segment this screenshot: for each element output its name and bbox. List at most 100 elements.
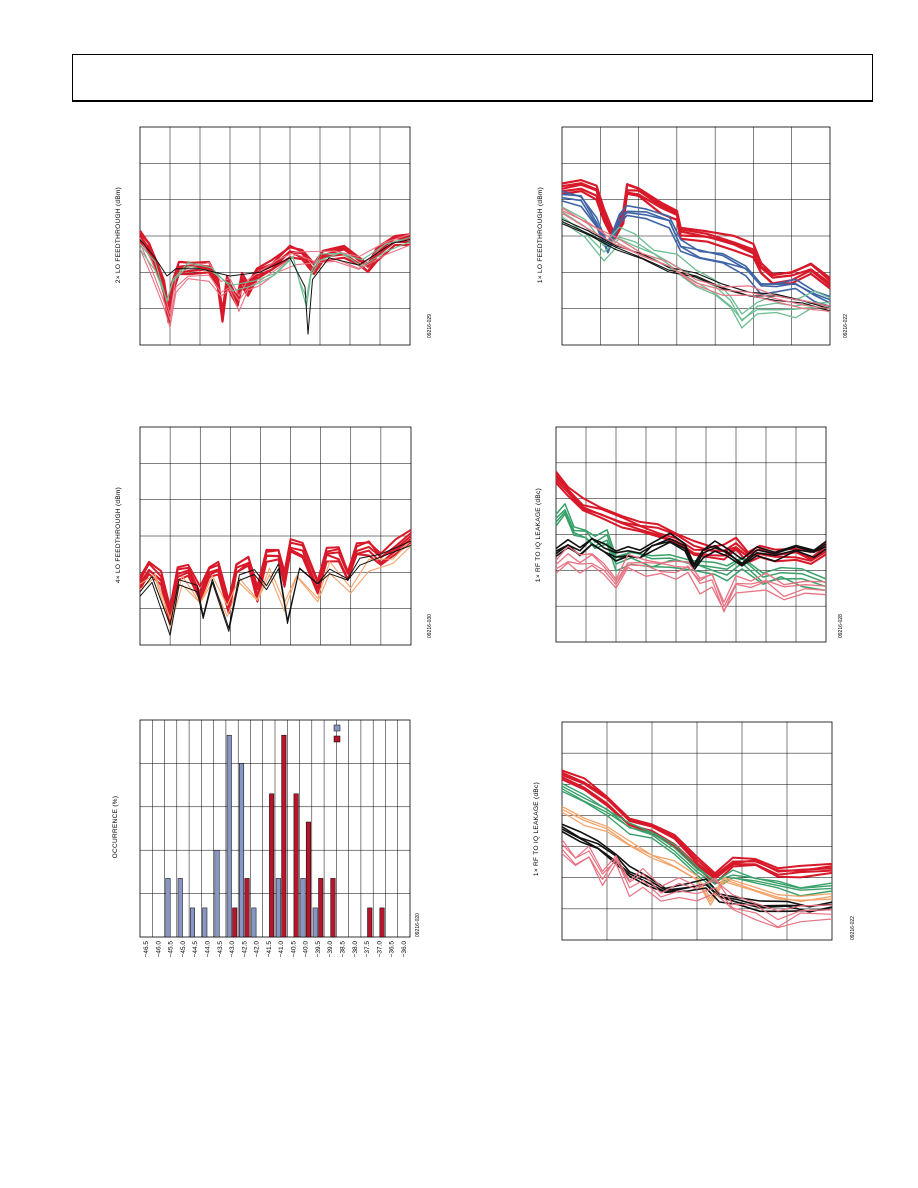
series-line-green [555,503,827,580]
figure-id: 09216-029 [427,314,433,338]
series-line-pink [139,244,411,329]
series-line-red [561,178,831,279]
bar-bar_blue [214,849,220,938]
chart-2x-lo-feedthrough: 2× LO FEEDTHROUGH (dBm) 09216-029 [102,120,442,360]
series-line-pink [555,562,827,611]
series-line-black [139,540,412,629]
x-tick-label: −39.0 [327,941,334,958]
series-line-light_green [561,220,831,329]
x-tick-label: −46.5 [143,941,150,958]
series-line-red [139,235,411,319]
series-line-green [561,782,833,889]
y-axis-label: 1× LO FEEDTHROUGH (dBm) [537,187,544,283]
x-tick-label: −40.5 [290,941,297,958]
figure-id: 09216-030 [427,614,433,638]
y-axis-label: 1× RF TO IQ LEAKAGE (dBc) [533,782,540,876]
series-line-pink [555,561,827,613]
chart-occurrence-histogram-svg: OCCURRENCE (%) −46.5 −46.0 −45.5 −45.0 −44.5… [112,719,421,958]
series-line-pink [561,848,833,928]
bar-bar_red [232,907,238,938]
series-line-pink [139,233,411,315]
series-line-pink [561,207,831,307]
bar-bar_red [367,907,373,938]
bar-bar_red [281,734,287,938]
figure-id: 09216-028 [838,614,844,638]
series-line-pink [561,212,831,312]
x-tick-label: −37.0 [376,941,383,958]
series-line-black [561,823,833,908]
x-tick-label: −43.5 [217,941,224,958]
series-line-red [561,769,833,875]
series-line-green [561,788,833,891]
bar-bar_blue [177,878,183,938]
chart-2x-lo-feedthrough-svg: 2× LO FEEDTHROUGH (dBm) 09216-029 [115,126,433,346]
series-line-orange [139,545,412,628]
chart-1x-rf-to-iq-leakage-b: 1× RF TO IQ LEAKAGE (dBc) 09216-022 [524,714,864,954]
series-line-black [561,218,831,308]
series-line-light_green [139,241,411,308]
series-line-red [139,535,412,619]
x-tick-label: −36.0 [401,941,408,958]
series-line-green [555,509,827,584]
series-line-red [139,529,412,609]
bar-bar_blue [165,878,171,938]
page-header-frame [72,54,873,102]
figure-id: 09216-022 [843,314,849,338]
chart-1x-rf-to-iq-leakage-b-svg: 1× RF TO IQ LEAKAGE (dBc) 09216-022 [533,721,856,941]
series-line-pink [561,843,833,921]
x-tick-label: −44.0 [205,941,212,958]
y-axis-label: 2× LO FEEDTHROUGH (dBm) [115,187,122,283]
y-axis-label: OCCURRENCE (%) [112,796,119,859]
x-tick-label: −39.5 [315,941,322,958]
chart-4x-lo-feedthrough: 4× LO FEEDTHROUGH (dBm) 09216-030 [102,420,442,660]
bar-bar_red [293,793,299,938]
x-tick-label: −40.0 [303,941,310,958]
series-line-blue [561,190,831,298]
series-line-black [555,540,827,571]
series-line-black [139,544,412,636]
x-tick-label: −43.0 [229,941,236,958]
bar-bar_blue [251,907,257,938]
x-tick-label: −42.5 [241,941,248,958]
x-tick-label: −44.5 [192,941,199,958]
series-line-pink [561,839,833,912]
bar-bar_red [244,878,250,938]
series-line-black [139,239,411,335]
x-tick-label: −42.0 [254,941,261,958]
series-line-orange [139,540,412,620]
series-line-pink [139,239,411,321]
x-tick-label: −45.5 [168,941,175,958]
series-line-pink [555,553,827,608]
series-line-red [555,482,827,565]
series-line-black [555,532,827,565]
x-tick-label: −45.0 [180,941,187,958]
series-line-light_green [139,236,411,303]
x-tick-label: −38.5 [340,941,347,958]
bar-bar_blue [226,734,232,938]
bar-bar_blue [239,763,245,938]
figure-id: 09216-020 [415,913,421,937]
x-tick-label: −46.0 [155,941,162,958]
y-axis-label: 1× RF TO IQ LEAKAGE (dBc) [535,488,542,582]
bar-bar_blue [275,878,281,938]
chart-1x-rf-to-iq-leakage-a: 1× RF TO IQ LEAKAGE (dBc) 09216-028 [518,420,858,660]
legend-swatch-bar_blue [333,724,341,732]
chart-1x-lo-feedthrough-svg: 1× LO FEEDTHROUGH (dBm) 09216-022 [537,126,849,346]
series-line-red [139,240,411,324]
figure-id: 09216-022 [850,916,856,940]
series-line-red [555,470,827,554]
series-line-orange [561,805,833,900]
series-line-pink [555,545,827,603]
x-tick-label: −36.5 [389,941,396,958]
bar-bar_blue [300,878,306,938]
bar-bar_blue [189,907,195,938]
bar-bar_red [305,821,311,938]
series-line-black [561,826,833,907]
series-line-red [139,230,411,314]
chart-occurrence-histogram: OCCURRENCE (%) −46.5 −46.0 −45.5 −45.0 −44.5… [102,712,442,982]
series-line-orange [561,808,833,903]
bar-bar_red [330,878,336,938]
bar-bar_red [269,793,275,938]
y-axis-label: 4× LO FEEDTHROUGH (dBm) [115,487,122,583]
series-line-pink [561,853,833,929]
